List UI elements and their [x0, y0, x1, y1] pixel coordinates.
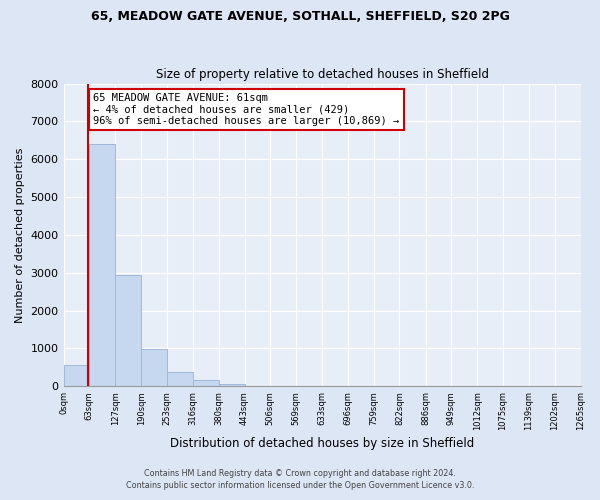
- X-axis label: Distribution of detached houses by size in Sheffield: Distribution of detached houses by size …: [170, 437, 474, 450]
- Bar: [141, 350, 167, 386]
- Title: Size of property relative to detached houses in Sheffield: Size of property relative to detached ho…: [155, 68, 488, 81]
- Bar: [219, 384, 245, 386]
- Text: 65 MEADOW GATE AVENUE: 61sqm
← 4% of detached houses are smaller (429)
96% of se: 65 MEADOW GATE AVENUE: 61sqm ← 4% of det…: [94, 93, 400, 126]
- Bar: [115, 274, 141, 386]
- Bar: [64, 366, 89, 386]
- Bar: [167, 372, 193, 386]
- Bar: [89, 144, 115, 386]
- Bar: [193, 380, 219, 386]
- Y-axis label: Number of detached properties: Number of detached properties: [15, 147, 25, 322]
- Text: Contains HM Land Registry data © Crown copyright and database right 2024.
Contai: Contains HM Land Registry data © Crown c…: [126, 468, 474, 490]
- Text: 65, MEADOW GATE AVENUE, SOTHALL, SHEFFIELD, S20 2PG: 65, MEADOW GATE AVENUE, SOTHALL, SHEFFIE…: [91, 10, 509, 23]
